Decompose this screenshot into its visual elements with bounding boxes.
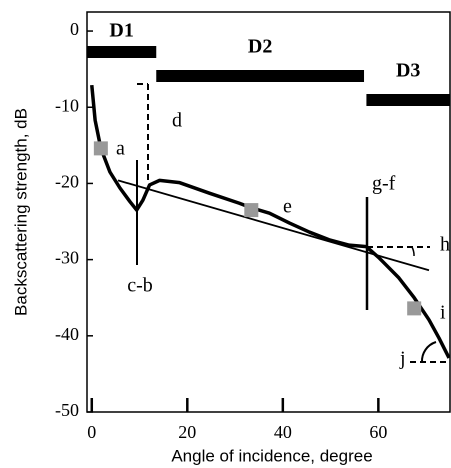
y-tick-label: -20 [55, 172, 79, 192]
x-axis-title: Angle of incidence, degree [171, 446, 372, 465]
annotation: i [440, 302, 446, 324]
y-tick-label: -10 [55, 95, 79, 115]
x-tick-label: 40 [274, 422, 292, 442]
plot-frame [86, 11, 451, 413]
region-bar [366, 94, 450, 106]
y-axis-title: Backscattering strength, dB [11, 108, 30, 316]
point-marker [407, 301, 422, 316]
annotation: c-b [127, 275, 153, 297]
region-label: D3 [396, 60, 420, 82]
annotation: a [116, 138, 125, 160]
region-label: D1 [109, 20, 133, 42]
annotation: g-f [372, 173, 396, 195]
x-tick-label: 20 [178, 422, 196, 442]
j-arc [420, 341, 437, 363]
region-label: D2 [248, 36, 272, 58]
series-line [90, 84, 451, 359]
annotation: j [399, 348, 406, 370]
h-arc [411, 246, 415, 257]
x-tick-label: 60 [369, 422, 387, 442]
y-tick-label: 0 [70, 19, 79, 39]
annotation: h [440, 234, 450, 256]
y-tick-label: -50 [55, 400, 79, 420]
y-tick-label: -30 [55, 248, 79, 268]
point-marker [93, 141, 108, 156]
annotation: d [172, 110, 182, 132]
y-tick-label: -40 [55, 324, 79, 344]
region-bar [87, 46, 157, 58]
region-bar [156, 70, 365, 82]
series-line [117, 179, 430, 272]
annotation: e [283, 196, 292, 218]
x-tick-label: 0 [87, 422, 96, 442]
point-marker [244, 203, 259, 218]
